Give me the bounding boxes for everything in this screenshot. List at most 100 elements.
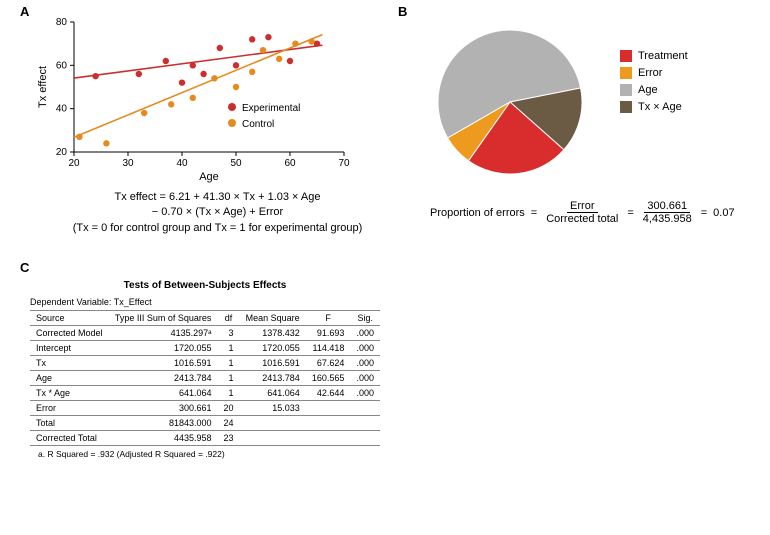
table-cell: Tx — [30, 356, 109, 371]
table-cell: 1 — [218, 341, 240, 356]
anova-footnote: a. R Squared = .932 (Adjusted R Squared … — [30, 449, 380, 459]
table-row: Age2413.78412413.784160.565.000 — [30, 371, 380, 386]
table-cell: 4135.297ᵃ — [109, 326, 218, 341]
pie-legend-item: Treatment — [620, 50, 688, 62]
table-header: Type III Sum of Squares — [109, 311, 218, 326]
svg-text:Age: Age — [199, 171, 219, 183]
regression-equation: Tx effect = 6.21 + 41.30 × Tx + 1.03 × A… — [60, 190, 375, 236]
proportion-frac-numeric: 300.661 4,435.958 — [640, 200, 695, 225]
table-cell: 20 — [218, 401, 240, 416]
table-cell — [306, 401, 351, 416]
table-cell: .000 — [350, 356, 380, 371]
proportion-rhs: 0.07 — [713, 207, 734, 219]
table-cell: .000 — [350, 371, 380, 386]
pie-legend-item: Error — [620, 67, 688, 79]
legend-label: Age — [638, 84, 658, 96]
legend-swatch-icon — [620, 50, 632, 62]
svg-text:60: 60 — [56, 60, 68, 71]
table-cell: 2413.784 — [240, 371, 306, 386]
svg-text:40: 40 — [56, 104, 68, 115]
table-cell: .000 — [350, 326, 380, 341]
table-cell — [350, 416, 380, 431]
equation-line-2: − 0.70 × (Tx × Age) + Error — [60, 205, 375, 220]
table-cell — [306, 416, 351, 431]
anova-table-title: Tests of Between-Subjects Effects — [30, 280, 380, 291]
table-cell: 1720.055 — [240, 341, 306, 356]
legend-label: Error — [638, 67, 662, 79]
table-cell: Corrected Total — [30, 431, 109, 446]
table-cell: 4435.958 — [109, 431, 218, 446]
proportion-frac-symbolic: Error Corrected total — [543, 200, 621, 225]
table-cell: 3 — [218, 326, 240, 341]
table-header: Source — [30, 311, 109, 326]
table-cell: 23 — [218, 431, 240, 446]
svg-text:Experimental: Experimental — [242, 103, 300, 114]
table-cell: 81843.000 — [109, 416, 218, 431]
table-cell: 42.644 — [306, 386, 351, 401]
table-cell: 67.624 — [306, 356, 351, 371]
table-cell: 160.565 — [306, 371, 351, 386]
table-cell: .000 — [350, 386, 380, 401]
panel-a-label: A — [20, 4, 29, 19]
table-cell: Tx * Age — [30, 386, 109, 401]
svg-text:Tx effect: Tx effect — [37, 66, 49, 108]
table-row: Tx1016.59111016.59167.624.000 — [30, 356, 380, 371]
proportion-lhs: Proportion of errors — [430, 207, 525, 219]
legend-swatch-icon — [620, 84, 632, 96]
equation-line-1: Tx effect = 6.21 + 41.30 × Tx + 1.03 × A… — [60, 190, 375, 205]
panel-c-label: C — [20, 260, 29, 275]
legend-label: Tx × Age — [638, 101, 682, 113]
anova-table-wrap: Tests of Between-Subjects Effects Depend… — [30, 280, 380, 459]
legend-swatch-icon — [620, 101, 632, 113]
svg-text:30: 30 — [122, 158, 134, 169]
table-header: df — [218, 311, 240, 326]
svg-text:80: 80 — [56, 17, 68, 28]
table-cell: 1 — [218, 356, 240, 371]
svg-text:50: 50 — [230, 158, 242, 169]
table-cell: .000 — [350, 341, 380, 356]
equation-line-3: (Tx = 0 for control group and Tx = 1 for… — [60, 221, 375, 236]
table-cell — [306, 431, 351, 446]
figure-page: A 20304050607020406080AgeTx effectExperi… — [0, 0, 770, 535]
table-cell — [240, 431, 306, 446]
table-cell: 24 — [218, 416, 240, 431]
table-cell: 91.693 — [306, 326, 351, 341]
table-row: Total81843.00024 — [30, 416, 380, 431]
legend-swatch-icon — [620, 67, 632, 79]
table-cell: 1 — [218, 386, 240, 401]
svg-text:20: 20 — [68, 158, 80, 169]
table-cell: 2413.784 — [109, 371, 218, 386]
table-cell: 1016.591 — [240, 356, 306, 371]
table-cell — [350, 431, 380, 446]
table-header: F — [306, 311, 351, 326]
table-cell: 641.064 — [240, 386, 306, 401]
pie-chart — [410, 12, 610, 187]
table-header: Mean Square — [240, 311, 306, 326]
table-cell: 300.661 — [109, 401, 218, 416]
table-header: Sig. — [350, 311, 380, 326]
table-cell: Corrected Model — [30, 326, 109, 341]
table-cell: 114.418 — [306, 341, 351, 356]
table-cell: 1016.591 — [109, 356, 218, 371]
table-cell: 1720.055 — [109, 341, 218, 356]
table-cell: Total — [30, 416, 109, 431]
svg-text:70: 70 — [338, 158, 350, 169]
table-cell: Intercept — [30, 341, 109, 356]
table-cell: Error — [30, 401, 109, 416]
table-row: Corrected Total4435.95823 — [30, 431, 380, 446]
table-cell — [350, 401, 380, 416]
svg-text:Control: Control — [242, 119, 274, 130]
scatter-plot: 20304050607020406080AgeTx effectExperime… — [32, 12, 362, 187]
table-row: Corrected Model4135.297ᵃ31378.43291.693.… — [30, 326, 380, 341]
svg-text:20: 20 — [56, 147, 68, 158]
table-row: Intercept1720.05511720.055114.418.000 — [30, 341, 380, 356]
pie-legend-item: Age — [620, 84, 688, 96]
table-cell: 1 — [218, 371, 240, 386]
pie-legend: Treatment Error Age Tx × Age — [620, 50, 688, 118]
proportion-equation: Proportion of errors = Error Corrected t… — [430, 200, 735, 225]
table-cell: 1378.432 — [240, 326, 306, 341]
anova-table: SourceType III Sum of SquaresdfMean Squa… — [30, 310, 380, 446]
svg-text:60: 60 — [284, 158, 296, 169]
legend-label: Treatment — [638, 50, 688, 62]
dependent-variable-line: Dependent Variable: Tx_Effect — [30, 297, 380, 307]
